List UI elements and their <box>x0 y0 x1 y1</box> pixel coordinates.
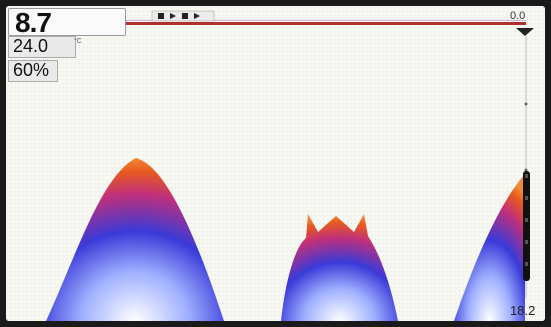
down-triangle-icon[interactable] <box>516 28 534 36</box>
sensitivity-readout: 60% <box>8 60 58 82</box>
temperature-unit: °C <box>74 38 82 45</box>
temperature-value: 24.0 <box>13 36 49 56</box>
depth-scale-top-label: 0.0 <box>510 10 526 22</box>
sensitivity-value: 60% <box>13 60 50 80</box>
sonar-display <box>6 6 545 321</box>
bottom-return-right <box>454 174 525 321</box>
depth-readout: 8.7 <box>8 7 126 38</box>
depth-value: 8.7 <box>15 7 52 38</box>
playback-controls-icon[interactable] <box>151 10 215 22</box>
bottom-return-left <box>46 158 224 321</box>
depth-scale-bar <box>523 171 530 281</box>
bottom-return-center <box>281 214 398 321</box>
surface-line <box>116 22 526 25</box>
depth-scale-bottom-label: 18.2 <box>510 303 536 318</box>
temperature-readout: 24.0 <box>8 36 76 58</box>
sonar-screen: 8.7 24.0 °C 60% 0.0 18.2 <box>6 6 545 321</box>
